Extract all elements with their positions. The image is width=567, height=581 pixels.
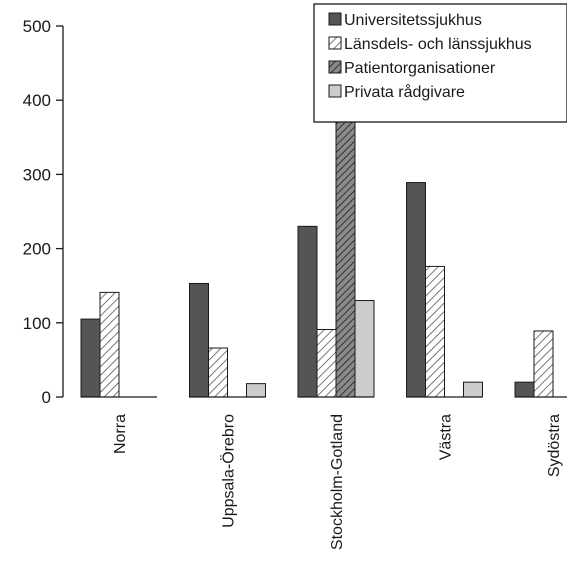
legend-box: [313, 3, 567, 123]
bar-universitetssjukhus-uppsala-orebro: [189, 282, 209, 398]
y-tick-label: 200: [23, 240, 51, 259]
bar-lansdels-och-lanssjukhus-sydostra: [533, 330, 554, 398]
bar-universitetssjukhus-vastra: [406, 182, 426, 398]
bar-lansdels-och-lanssjukhus-stockholm-gotland: [316, 328, 337, 398]
category-label-sydostra: Sydöstra: [546, 414, 563, 477]
bar-lansdels-och-lanssjukhus-vastra: [425, 265, 445, 398]
legend-label-privata-radgivare: Privata rådgivare: [344, 83, 465, 101]
y-tick-label: 500: [23, 17, 51, 36]
x-axis: Norra Uppsala-Örebro Stockholm-Gotland Väst…: [81, 396, 567, 550]
y-axis: 0 100 200 300 400 500: [23, 17, 64, 407]
legend-swatch-patientorganisationer: [328, 60, 342, 74]
y-tick-label: 100: [23, 314, 51, 333]
bar-privata-radgivare-vastra: [463, 381, 483, 398]
legend: Universitetssjukhus Länsdels- och länssju…: [313, 3, 567, 123]
y-tick-label: 0: [42, 388, 51, 407]
legend-swatch-universitetssjukhus: [328, 12, 342, 26]
legend-swatch-lansdels-och-lanssjukhus: [328, 36, 342, 50]
bar-lansdels-och-lanssjukhus-uppsala-orebro: [208, 347, 228, 398]
y-tick-label: 300: [23, 165, 51, 184]
bar-lansdels-och-lanssjukhus-norra: [99, 291, 120, 398]
legend-label-patientorganisationer: Patientorganisationer: [344, 60, 496, 77]
bar-universitetssjukhus-norra: [80, 318, 101, 398]
legend-swatch-privata-radgivare: [328, 84, 342, 98]
category-label-norra: Norra: [112, 414, 129, 454]
category-label-uppsala-orebro: Uppsala-Örebro: [220, 414, 238, 528]
y-tick-label: 400: [23, 91, 51, 110]
bar-privata-radgivare-uppsala-orebro: [246, 383, 266, 398]
bar-universitetssjukhus-sydostra: [514, 381, 535, 398]
legend-label-lansdels-och-lanssjukhus: Länsdels- och länssjukhus: [344, 36, 532, 53]
bar-privata-radgivare-stockholm-gotland: [354, 300, 375, 398]
bar-universitetssjukhus-stockholm-gotland: [297, 225, 318, 398]
category-label-vastra: Västra: [438, 414, 455, 460]
category-label-stockholm-gotland: Stockholm-Gotland: [329, 414, 346, 550]
legend-label-universitetssjukhus: Universitetssjukhus: [344, 12, 482, 29]
